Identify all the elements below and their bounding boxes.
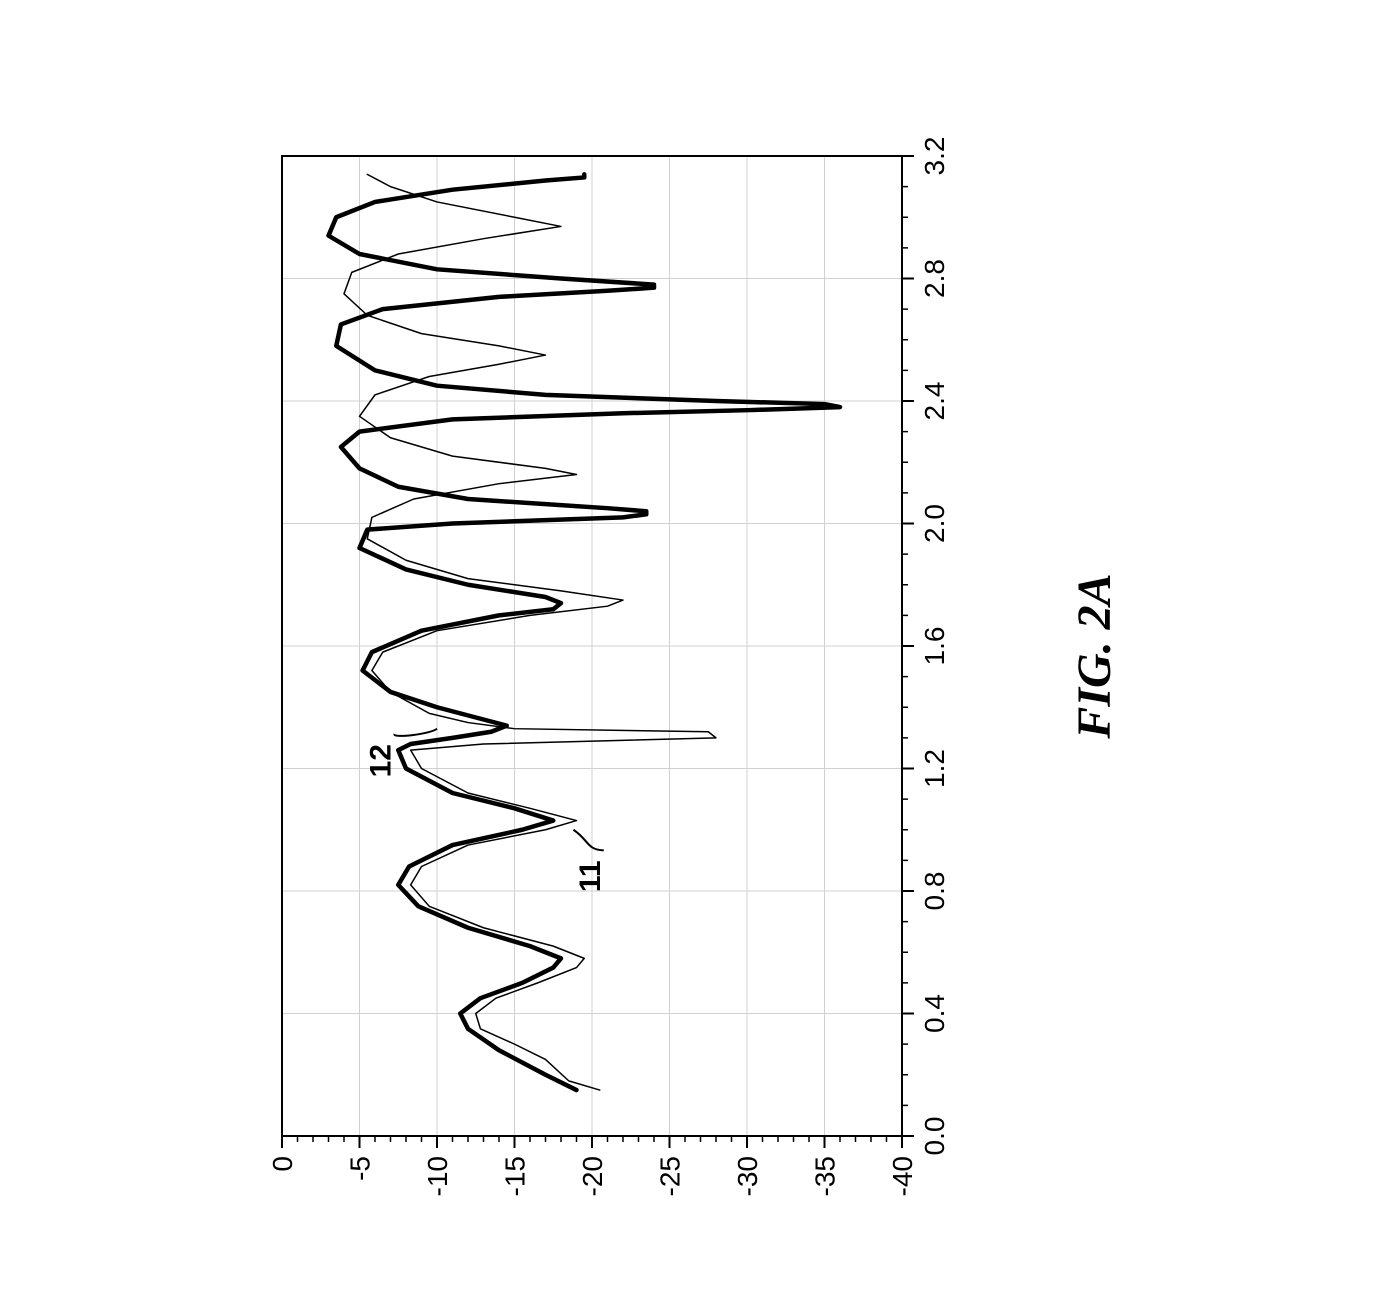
x-tick-label: 0.0 <box>919 1116 950 1155</box>
x-tick-label: 0.8 <box>919 871 950 910</box>
figure-label: FIG. 2A <box>1067 76 1122 1236</box>
page: 0.0 0.4 0.8 1.2 1.6 2.0 2.4 2.8 3.2 0 -5 -10 -15 -20 -… <box>0 0 1384 1311</box>
y-tick-label: -40 <box>887 1156 918 1196</box>
x-tick-label: 2.8 <box>919 259 950 298</box>
callout-label: 12 <box>365 744 398 777</box>
x-tick-label: 1.6 <box>919 626 950 665</box>
y-tick-label: -35 <box>810 1156 841 1196</box>
chart-container: 0.0 0.4 0.8 1.2 1.6 2.0 2.4 2.8 3.2 0 -5 -10 -15 -20 -… <box>262 76 1007 1236</box>
x-tick-label: 2.0 <box>919 504 950 543</box>
y-tick-label: -20 <box>577 1156 608 1196</box>
callout-label: 11 <box>574 860 607 892</box>
x-tick-label: 0.4 <box>919 994 950 1033</box>
x-tick-label: 1.2 <box>919 749 950 788</box>
y-tick-label: 0 <box>267 1156 298 1172</box>
y-tick-label: -5 <box>345 1156 376 1181</box>
y-tick-label: -30 <box>732 1156 763 1196</box>
x-tick-label: 2.4 <box>919 381 950 420</box>
y-tick-label: -15 <box>500 1156 531 1196</box>
line-chart: 0.0 0.4 0.8 1.2 1.6 2.0 2.4 2.8 3.2 0 -5 -10 -15 -20 -… <box>262 76 1002 1236</box>
y-tick-label: -10 <box>422 1156 453 1196</box>
y-tick-label: -25 <box>655 1156 686 1196</box>
rotated-figure-wrap: 0.0 0.4 0.8 1.2 1.6 2.0 2.4 2.8 3.2 0 -5 -10 -15 -20 -… <box>262 76 1122 1236</box>
x-tick-label: 3.2 <box>919 136 950 175</box>
